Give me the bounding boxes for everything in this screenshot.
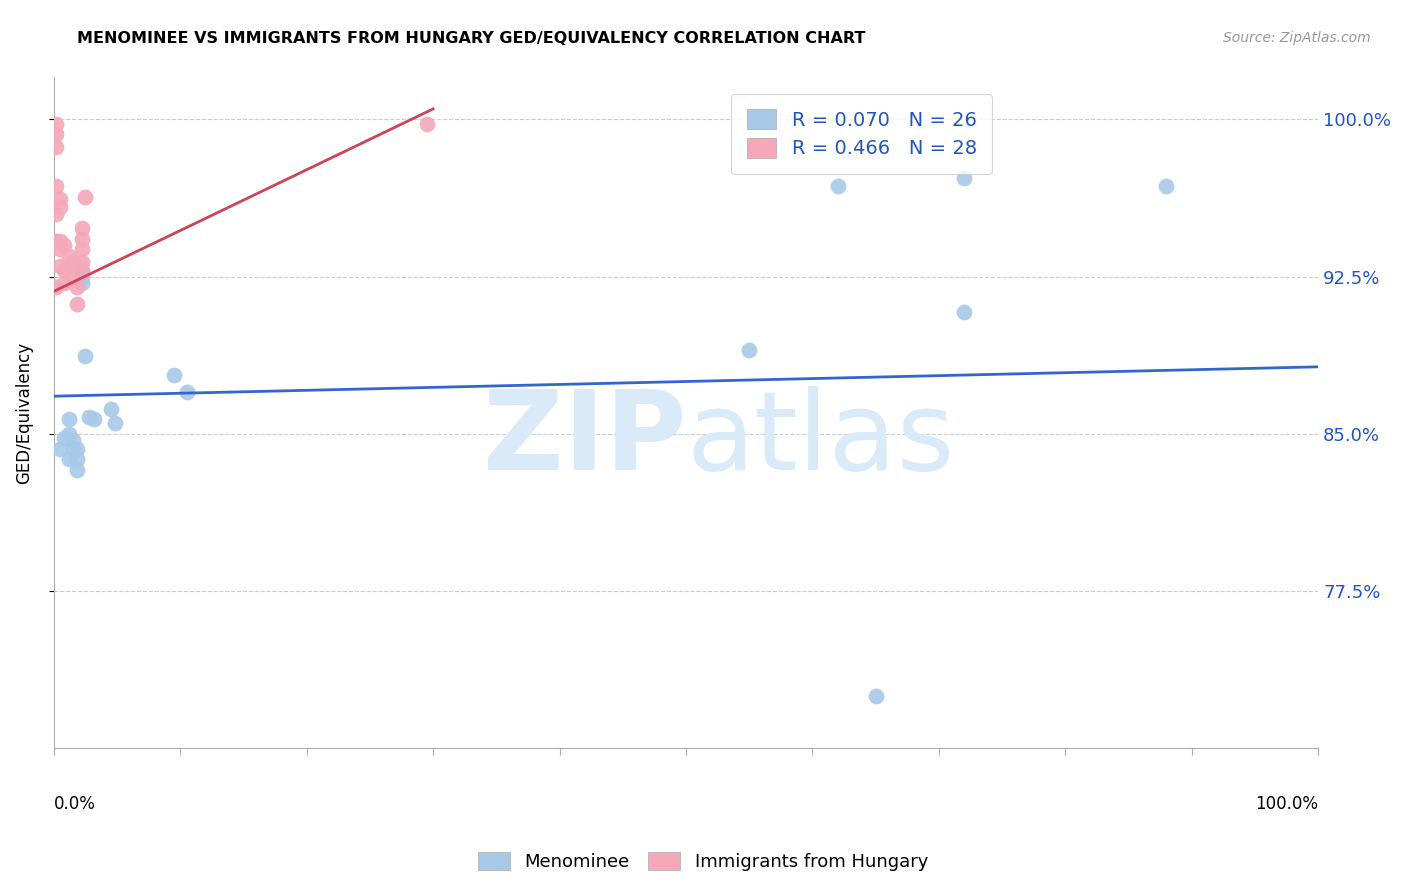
Legend: R = 0.070   N = 26, R = 0.466   N = 28: R = 0.070 N = 26, R = 0.466 N = 28 xyxy=(731,94,993,174)
Point xyxy=(1156,179,1178,194)
Point xyxy=(62,269,84,284)
Point xyxy=(52,431,75,445)
Point xyxy=(49,192,72,206)
Point xyxy=(65,462,87,476)
Point xyxy=(75,349,97,363)
Y-axis label: GED/Equivalency: GED/Equivalency xyxy=(15,342,32,484)
Point xyxy=(103,417,125,431)
Point xyxy=(75,190,97,204)
Point xyxy=(52,263,75,277)
Point xyxy=(58,426,80,441)
Point xyxy=(49,234,72,248)
Point xyxy=(70,243,93,257)
Point xyxy=(45,207,67,221)
Point xyxy=(45,117,67,131)
Point xyxy=(65,452,87,467)
Point xyxy=(49,243,72,257)
Point xyxy=(52,276,75,290)
Point xyxy=(70,255,93,269)
Point xyxy=(49,442,72,456)
Point xyxy=(58,412,80,426)
Point xyxy=(176,384,198,399)
Text: 0.0%: 0.0% xyxy=(53,796,96,814)
Point xyxy=(70,221,93,235)
Point xyxy=(865,689,887,703)
Point xyxy=(827,179,849,194)
Point xyxy=(77,410,100,425)
Point xyxy=(70,265,93,279)
Point xyxy=(65,442,87,456)
Point xyxy=(49,259,72,273)
Point xyxy=(49,201,72,215)
Text: 100.0%: 100.0% xyxy=(1256,796,1319,814)
Point xyxy=(953,305,976,319)
Point xyxy=(58,259,80,273)
Point xyxy=(45,179,67,194)
Point xyxy=(62,442,84,456)
Point xyxy=(416,117,439,131)
Point xyxy=(62,434,84,448)
Point xyxy=(70,276,93,290)
Point xyxy=(58,452,80,467)
Point xyxy=(65,280,87,294)
Point xyxy=(52,238,75,252)
Legend: Menominee, Immigrants from Hungary: Menominee, Immigrants from Hungary xyxy=(471,845,935,879)
Point xyxy=(83,412,105,426)
Point xyxy=(163,368,186,383)
Point xyxy=(45,127,67,141)
Text: Source: ZipAtlas.com: Source: ZipAtlas.com xyxy=(1223,31,1371,45)
Text: MENOMINEE VS IMMIGRANTS FROM HUNGARY GED/EQUIVALENCY CORRELATION CHART: MENOMINEE VS IMMIGRANTS FROM HUNGARY GED… xyxy=(77,31,866,46)
Point xyxy=(70,263,93,277)
Text: atlas: atlas xyxy=(686,386,955,493)
Text: ZIP: ZIP xyxy=(482,386,686,493)
Point xyxy=(70,269,93,284)
Point xyxy=(62,255,84,269)
Point xyxy=(45,139,67,153)
Point xyxy=(45,234,67,248)
Point xyxy=(100,401,122,416)
Point xyxy=(65,297,87,311)
Point xyxy=(738,343,761,357)
Point xyxy=(45,280,67,294)
Point xyxy=(70,232,93,246)
Point xyxy=(953,171,976,186)
Point xyxy=(58,249,80,263)
